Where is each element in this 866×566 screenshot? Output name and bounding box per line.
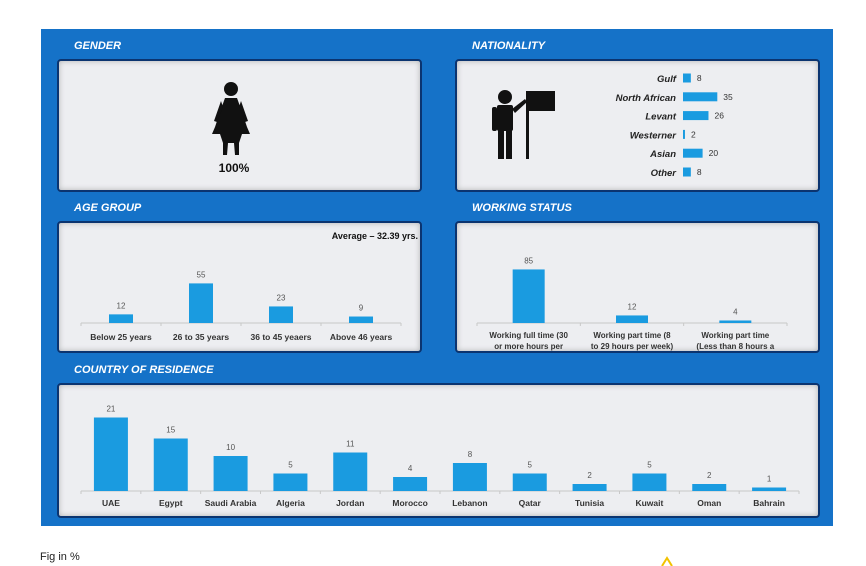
data-label: 12 [117,301,126,310]
logo-fragment [661,556,673,566]
data-label: 26 [714,111,724,121]
category-label: Algeria [276,498,305,508]
data-label: 1 [767,475,772,484]
country-title: COUNTRY OF RESIDENCE [74,364,214,376]
data-label: 4 [408,464,413,473]
data-label: 2 [707,471,712,480]
category-label: Asian [649,149,676,160]
category-label: Levant [645,112,676,123]
category-label: (Less than 8 hours a [696,342,774,351]
bar [349,316,373,323]
category-label: Gulf [657,74,677,85]
data-label: 5 [288,461,293,470]
category-label: Above 46 years [330,332,393,342]
bar [752,487,787,491]
figure-footnote: Fig in % [40,551,80,563]
data-label: 85 [524,256,533,265]
category-label: Egypt [159,498,183,508]
gender-title: GENDER [74,40,122,52]
gender-percent: 100% [218,161,250,175]
bar [93,417,128,491]
data-label: 15 [166,426,175,435]
working-status-panel: 85 Working full time (30 or more hours per… [455,221,820,353]
data-label: 5 [647,461,652,470]
bar [683,92,718,102]
data-label: 5 [528,461,533,470]
bar [632,473,667,491]
female-person-icon [212,82,250,155]
country-panel: 21 UAE 15 Egypt 10 Saudi Arabia 5 Algeria 11 Jord… [57,383,820,518]
data-label: 20 [709,148,719,158]
bar [683,111,709,121]
data-label: 21 [106,405,115,414]
gender-panel: 100% [57,59,422,192]
bar [572,484,607,491]
bar [213,456,248,491]
category-label: Westerner [630,130,678,141]
bar [269,306,293,323]
bar [692,484,727,491]
category-label: Other [651,168,678,179]
nationality-title: NATIONALITY [472,40,546,52]
category-label: or more hours per [494,342,563,351]
working-status-title: WORKING STATUS [472,202,572,214]
category-label: to 29 hours per week) [591,342,674,351]
data-label: 55 [197,270,206,279]
category-label: Working part time (8 [593,331,671,340]
bar [683,129,685,139]
data-label: 23 [277,293,286,302]
category-label: Bahrain [753,498,785,508]
bar [153,438,188,491]
category-label: North African [616,93,677,104]
bar [512,269,545,323]
data-label: 12 [628,302,637,311]
category-label: Working full time (30 [489,331,568,340]
category-label: Tunisia [575,498,604,508]
data-label: 8 [697,73,702,83]
bar [616,315,648,323]
data-label: 8 [468,450,473,459]
category-label: UAE [102,498,120,508]
data-label: 11 [346,440,355,449]
bar [452,463,487,491]
category-label: Morocco [392,498,427,508]
nationality-panel: Gulf 8 North African 35 Levant 26 Westerner 2 As… [455,59,820,192]
age-group-title: AGE GROUP [74,202,142,214]
bar [273,473,308,491]
category-label: Saudi Arabia [205,498,257,508]
age-group-chart: 12 Below 25 years 55 26 to 35 years 23 36 to … [80,270,402,342]
nationality-chart: Gulf 8 North African 35 Levant 26 Westerner 2 As… [616,73,733,179]
data-label: 10 [226,443,235,452]
working-status-chart: 85 Working full time (30 or more hours per… [476,256,788,351]
age-group-panel: Average – 32.39 yrs. 12 Below 25 years 55 2… [57,221,422,353]
bar [512,473,547,491]
category-label: Qatar [519,498,542,508]
data-label: 9 [359,304,364,313]
bar [683,73,691,83]
bar [683,167,691,177]
bar [719,320,752,323]
bar [683,148,703,158]
category-label: Kuwait [635,498,663,508]
category-label: Lebanon [452,498,487,508]
bar [109,314,133,323]
dashboard-background: GENDER NATIONALITY AGE GROUP WORKING STA… [41,29,833,526]
bar [333,452,368,491]
age-average-label: Average – 32.39 yrs. [331,231,418,241]
category-label: Working part time [701,331,769,340]
data-label: 35 [723,92,733,102]
category-label: 36 to 45 yeaers [251,332,312,342]
data-label: 8 [697,167,702,177]
bar [189,283,213,323]
data-label: 2 [587,471,592,480]
bar [393,477,428,491]
category-label: 26 to 35 years [173,332,230,342]
data-label: 4 [733,307,738,316]
data-label: 2 [691,129,696,139]
category-label: Oman [697,498,721,508]
category-label: Below 25 years [90,332,152,342]
category-label: Jordan [336,498,364,508]
